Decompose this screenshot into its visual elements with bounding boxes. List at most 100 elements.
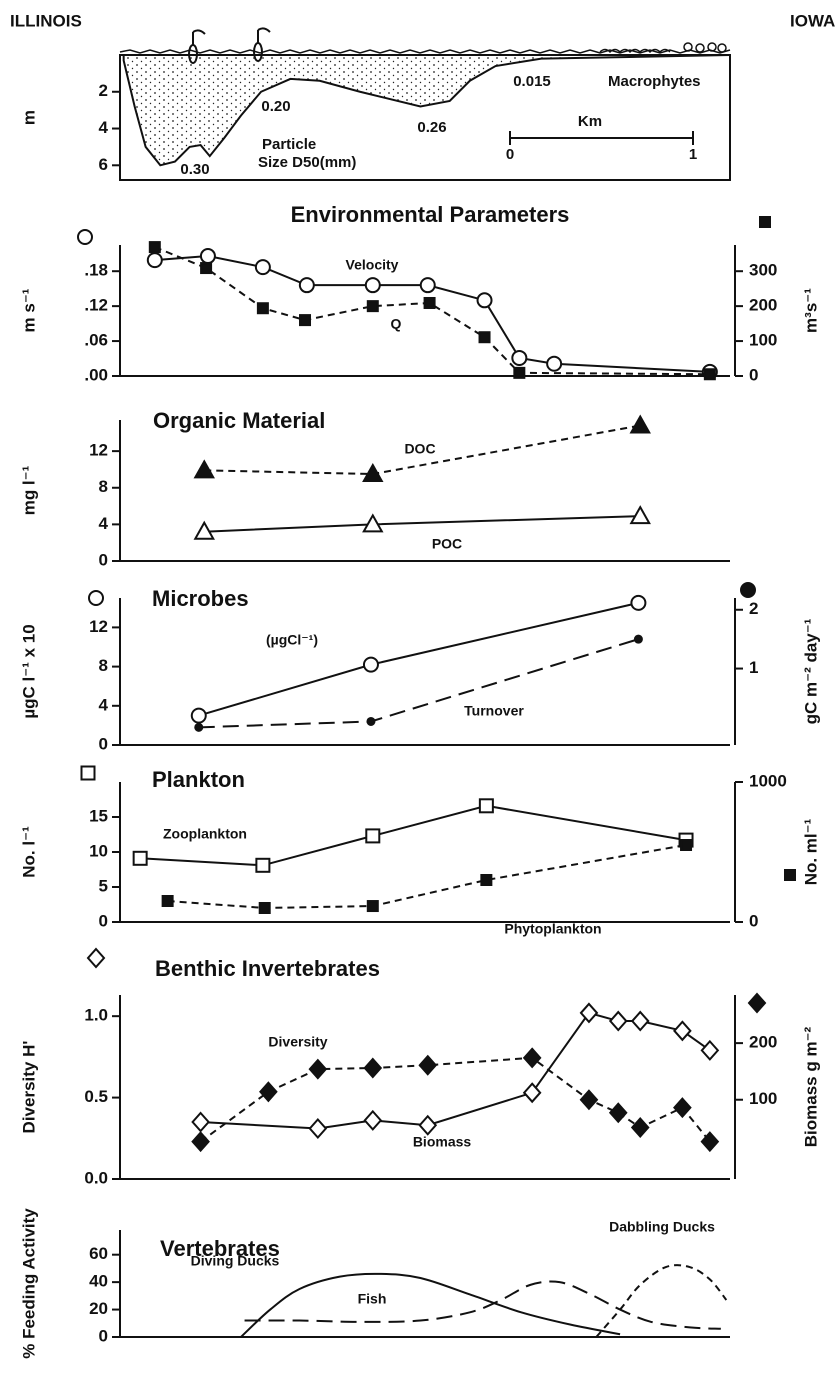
series-line (204, 515, 641, 533)
marker (191, 1131, 210, 1153)
y-tick-label: 0 (99, 911, 108, 930)
series-label: Turnover (464, 703, 524, 719)
marker (522, 1082, 542, 1104)
y2-tick-label: 2 (749, 599, 758, 618)
marker (363, 1109, 383, 1131)
y-axis-label: m s⁻¹ (19, 288, 38, 332)
y-tick-label: 20 (89, 1299, 108, 1318)
series-label: Phytoplankton (504, 921, 601, 937)
marker (77, 229, 93, 245)
series-label: Q (391, 316, 402, 332)
marker (191, 1111, 210, 1133)
marker (480, 874, 493, 886)
series-line (167, 844, 687, 910)
series-line (595, 1264, 728, 1338)
series-label: Diversity (268, 1034, 327, 1050)
marker (740, 582, 756, 598)
marker (680, 839, 693, 851)
panel-title: Microbes (152, 586, 249, 611)
series-line (198, 638, 639, 729)
y2-tick-label: 100 (749, 331, 777, 350)
series-line (200, 1011, 711, 1130)
y-axis-label: Diversity H' (19, 1041, 38, 1134)
y-axis-label: % Feeding Activity (19, 1208, 38, 1359)
panel-title: Vertebrates (160, 1236, 280, 1261)
series-label: Velocity (346, 257, 399, 273)
marker (308, 1058, 328, 1080)
y2-tick-label: 100 (749, 1089, 777, 1108)
panel-title: Environmental Parameters (291, 202, 570, 227)
marker (579, 1089, 599, 1111)
marker (511, 349, 528, 366)
y-tick-label: 15 (89, 806, 108, 825)
y2-tick-label: 0 (749, 365, 758, 384)
marker (759, 216, 771, 228)
series-label: Dabbling Ducks (609, 1219, 715, 1235)
marker (256, 302, 269, 315)
channel-profile (122, 54, 731, 167)
marker (254, 259, 271, 276)
y2-axis-label: Biomass g m⁻² (801, 1026, 820, 1147)
annotation: Macrophytes (608, 73, 701, 90)
y-tick-label: 0 (99, 1326, 108, 1345)
y2-axis-label: No. ml⁻¹ (801, 818, 820, 885)
annotation: Km (578, 113, 602, 130)
y2-tick-label: 200 (749, 296, 777, 315)
y-axis-label: µgC l⁻¹ x 10 (19, 624, 38, 718)
marker (419, 277, 436, 294)
marker (673, 1097, 692, 1119)
y-tick-label: 12 (89, 617, 108, 636)
marker (88, 590, 104, 606)
marker (366, 300, 379, 313)
marker (629, 414, 651, 434)
y-tick-label: 0 (99, 550, 108, 569)
annotation: 1 (689, 146, 697, 163)
series-label: Zooplankton (163, 826, 247, 842)
series-line (198, 601, 639, 717)
marker (608, 1102, 628, 1124)
marker (522, 1047, 542, 1069)
y-tick-label: 8 (99, 477, 108, 496)
y2-tick-label: 0 (749, 911, 758, 930)
marker (673, 1020, 692, 1042)
marker (362, 513, 384, 533)
series-label: (µgCl⁻¹) (266, 632, 318, 648)
y-tick-label: .12 (84, 296, 108, 315)
marker (365, 828, 381, 844)
macrophytes (599, 42, 727, 54)
y-tick-label: 4 (99, 514, 109, 533)
marker (476, 292, 493, 309)
y-tick-label: .06 (84, 331, 108, 350)
marker (299, 314, 312, 327)
marker (308, 1118, 328, 1140)
y2-axis-label: m³s⁻¹ (801, 288, 820, 333)
marker (363, 1057, 383, 1079)
series-label: Diving Ducks (191, 1253, 280, 1269)
y2-axis-label: gC m⁻² day⁻¹ (801, 618, 820, 724)
annotation: Particle (262, 136, 316, 153)
marker (633, 634, 643, 644)
marker (478, 331, 491, 344)
marker (193, 459, 215, 479)
y-tick-label: 5 (99, 876, 108, 895)
marker (200, 262, 213, 275)
marker (146, 252, 163, 269)
y-tick-label: 2 (99, 81, 108, 100)
y-axis-label: No. l⁻¹ (19, 826, 38, 878)
marker (199, 248, 216, 265)
y2-tick-label: 200 (749, 1033, 777, 1052)
y-tick-label: 0 (99, 734, 108, 753)
y-tick-label: 40 (89, 1272, 108, 1291)
marker (132, 850, 148, 866)
y-tick-label: 4 (99, 695, 109, 714)
marker (190, 707, 207, 724)
y-tick-label: .18 (84, 261, 108, 280)
marker (259, 1081, 278, 1103)
marker (747, 992, 767, 1014)
y-tick-label: 10 (89, 841, 108, 860)
annotation: 0 (506, 146, 514, 163)
annotation: IOWA (790, 11, 835, 30)
marker (255, 857, 271, 873)
marker (478, 798, 494, 814)
